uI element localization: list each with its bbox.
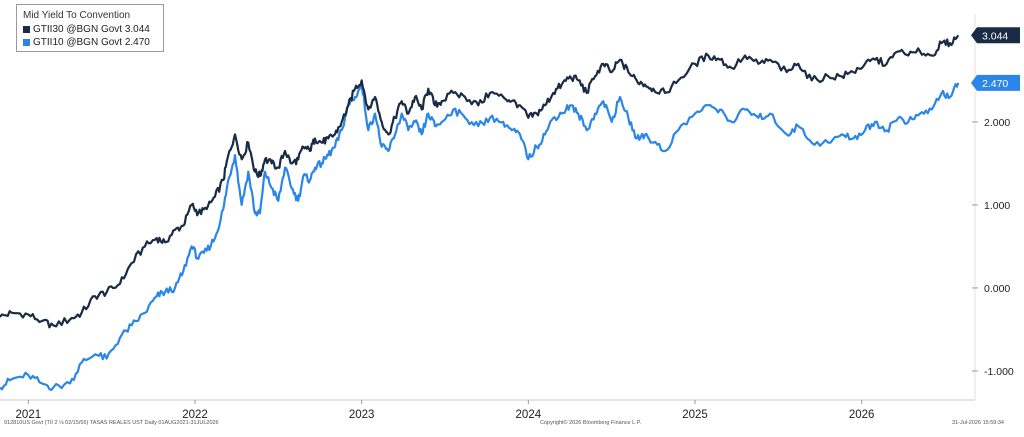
x-tick-label-2: 2023: [349, 409, 375, 421]
footer-source: 912810US Govt (TII 2 ⅛ 02/15/56) TASAS R…: [4, 420, 219, 426]
x-tick-label-3: 2024: [516, 409, 542, 421]
legend-swatch-1: [23, 26, 30, 33]
y-tick-label-2: 1.000: [984, 200, 1010, 212]
legend-entry-1: GTII30 @BGN Govt 3.044: [23, 23, 157, 36]
legend-label-1: GTII30 @BGN Govt 3.044: [33, 24, 150, 35]
legend-title: Mid Yield To Convention: [23, 10, 131, 21]
footer-copyright: Copyright© 2026 Bloomberg Finance L.P.: [540, 420, 642, 426]
y-tick-label-0: -1.000: [984, 366, 1014, 378]
series-line-2: [0, 82, 960, 392]
last-value-label-2: 2.470: [982, 78, 1008, 90]
last-value-label-1: 3.044: [982, 30, 1008, 42]
y-tick-label-1: 0.000: [984, 283, 1010, 295]
legend: Mid Yield To Convention GTII30 @BGN Govt…: [16, 4, 164, 52]
legend-label-2: GTII10 @BGN Govt 2.470: [33, 37, 150, 48]
x-tick-label-4: 2025: [682, 409, 708, 421]
footer-timestamp: 31-Jul-2026 15:59:34: [952, 420, 1004, 426]
x-tick-label-0: 2021: [16, 409, 42, 421]
last-value-tag-2: [971, 74, 1020, 91]
legend-swatch-2: [23, 39, 30, 46]
y-tick-label-3: 2.000: [984, 117, 1010, 129]
series-line-1: [0, 34, 960, 329]
legend-entry-2: GTII10 @BGN Govt 2.470: [23, 36, 157, 49]
x-tick-label-5: 2026: [849, 409, 875, 421]
last-value-tag-1: [971, 27, 1020, 44]
x-tick-label-1: 2022: [182, 409, 208, 421]
